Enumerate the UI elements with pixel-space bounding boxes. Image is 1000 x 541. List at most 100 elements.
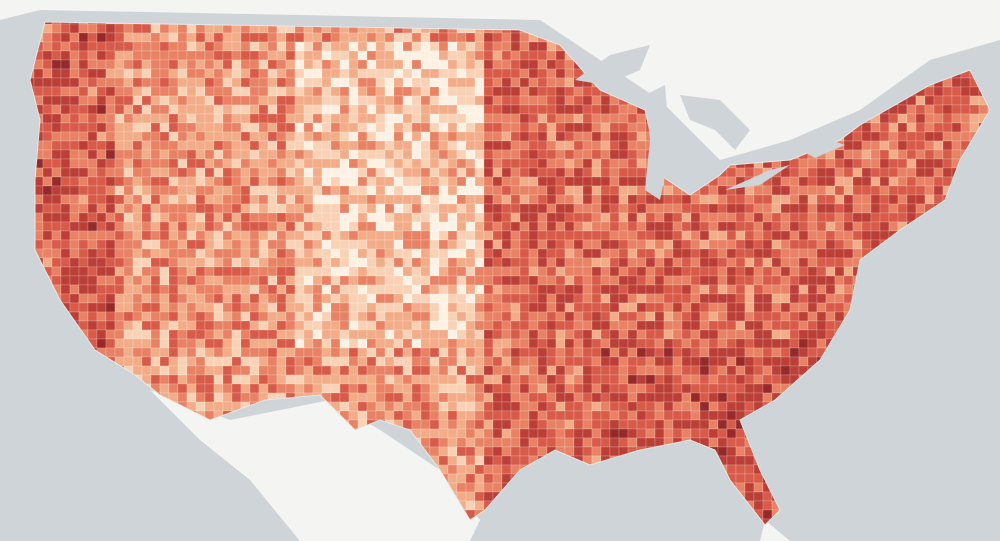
county — [294, 311, 305, 322]
county — [519, 401, 530, 412]
county — [735, 320, 746, 331]
county — [429, 392, 440, 403]
county — [186, 212, 197, 223]
county — [213, 185, 224, 196]
county — [888, 122, 899, 133]
county — [402, 59, 413, 70]
county — [195, 275, 206, 286]
county — [222, 293, 233, 304]
county — [105, 284, 116, 295]
county — [123, 320, 134, 331]
county — [96, 239, 107, 250]
county — [78, 140, 89, 151]
county — [897, 113, 908, 124]
county — [555, 410, 566, 421]
county — [924, 185, 935, 196]
county — [528, 59, 539, 70]
county — [897, 212, 908, 223]
county — [906, 113, 917, 124]
county — [357, 68, 368, 79]
county — [312, 374, 323, 385]
county — [888, 113, 899, 124]
county — [438, 95, 449, 106]
county — [267, 365, 278, 376]
county — [213, 329, 224, 340]
county — [564, 149, 575, 160]
county — [312, 41, 323, 52]
county — [132, 41, 143, 52]
county — [168, 302, 179, 313]
county — [150, 293, 161, 304]
county — [645, 212, 656, 223]
county — [411, 221, 422, 232]
county — [96, 212, 107, 223]
county — [204, 77, 215, 88]
county — [69, 59, 80, 70]
county — [744, 356, 755, 367]
county — [384, 383, 395, 394]
county — [762, 356, 773, 367]
county — [114, 185, 125, 196]
county — [96, 41, 107, 52]
county — [429, 95, 440, 106]
county — [123, 113, 134, 124]
county — [618, 302, 629, 313]
county — [528, 338, 539, 349]
county — [402, 158, 413, 169]
county — [825, 212, 836, 223]
county — [555, 392, 566, 403]
county — [582, 203, 593, 214]
county — [231, 392, 242, 403]
county — [258, 221, 269, 232]
county — [213, 230, 224, 241]
county — [465, 239, 476, 250]
county — [816, 275, 827, 286]
county — [618, 320, 629, 331]
county — [312, 302, 323, 313]
county — [330, 95, 341, 106]
county — [321, 365, 332, 376]
county — [555, 176, 566, 187]
county — [771, 284, 782, 295]
county — [312, 140, 323, 151]
county — [60, 221, 71, 232]
county — [159, 86, 170, 97]
county — [375, 248, 386, 259]
county — [609, 329, 620, 340]
county — [303, 32, 314, 43]
county — [60, 104, 71, 115]
county — [321, 338, 332, 349]
county — [780, 194, 791, 205]
county — [681, 410, 692, 421]
county — [456, 149, 467, 160]
county — [528, 95, 539, 106]
county — [69, 284, 80, 295]
county — [384, 392, 395, 403]
county — [51, 158, 62, 169]
county — [285, 176, 296, 187]
county — [114, 203, 125, 214]
county — [798, 275, 809, 286]
county — [195, 77, 206, 88]
county — [213, 356, 224, 367]
county — [546, 176, 557, 187]
county — [654, 383, 665, 394]
county — [636, 365, 647, 376]
county — [780, 320, 791, 331]
county — [123, 176, 134, 187]
county — [330, 347, 341, 358]
county — [114, 95, 125, 106]
county — [636, 185, 647, 196]
county — [483, 293, 494, 304]
county — [843, 203, 854, 214]
county — [627, 257, 638, 268]
county — [222, 104, 233, 115]
county — [447, 365, 458, 376]
county — [753, 338, 764, 349]
county — [438, 311, 449, 322]
county — [60, 140, 71, 151]
county — [69, 131, 80, 142]
county — [141, 77, 152, 88]
county — [213, 59, 224, 70]
county — [411, 401, 422, 412]
